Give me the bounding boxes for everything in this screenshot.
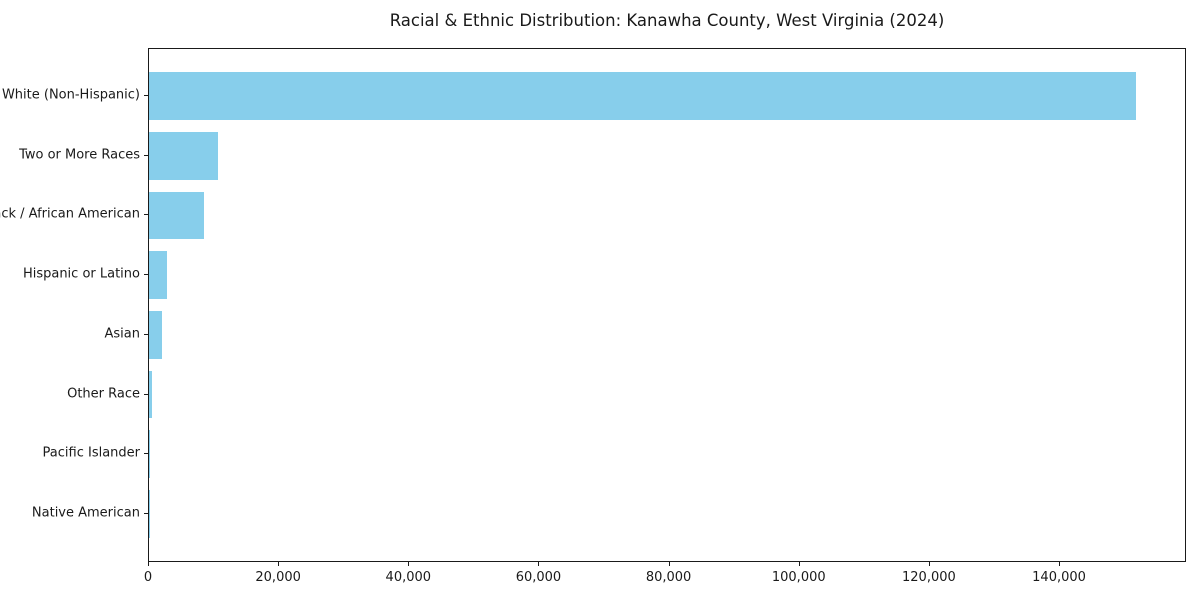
y-tick-label-two-or-more-races: Two or More Races (19, 147, 140, 163)
x-tick-label-140000: 140,000 (1032, 570, 1086, 585)
y-tick-mark-black-african-american (144, 214, 148, 216)
y-tick-label-native-american: Native American (31, 505, 140, 521)
x-tick-mark-20000 (278, 562, 280, 566)
x-tick-mark-80000 (668, 562, 670, 566)
x-tick-label-60000: 60,000 (515, 570, 562, 585)
y-axis: White (Non-Hispanic) Two or More Races Bla… (0, 48, 148, 562)
x-tick-label-40000: 40,000 (385, 570, 432, 585)
x-tick-label-80000: 80,000 (645, 570, 692, 585)
x-tick-mark-40000 (408, 562, 410, 566)
y-tick-mark-hispanic-or-latino (144, 274, 148, 276)
x-tick-mark-120000 (928, 562, 930, 566)
x-axis: 0 20,000 40,000 60,000 80,000 100,000 120,000 1… (144, 562, 1186, 598)
bar-hispanic-or-latino (149, 251, 168, 300)
y-tick-label-other-race: Other Race (67, 386, 140, 401)
y-tick-mark-white-non-hispanic (144, 95, 148, 97)
y-tick-mark-native-american (144, 512, 148, 514)
bar-pacific-islander (149, 430, 150, 479)
y-tick-mark-pacific-islander (144, 453, 148, 455)
y-tick-label-hispanic-or-latino: Hispanic or Latino (22, 266, 140, 282)
chart-title: Racial & Ethnic Distribution: Kanawha Co… (389, 11, 945, 30)
x-tick-label-0: 0 (143, 570, 153, 585)
bar-white-non-hispanic (149, 72, 1137, 120)
bar-two-or-more-races (149, 131, 218, 180)
x-tick-label-20000: 20,000 (255, 570, 301, 585)
bar-other-race (149, 370, 153, 419)
x-tick-mark-0 (148, 562, 149, 566)
y-tick-mark-two-or-more-races (144, 154, 148, 156)
x-tick-mark-60000 (538, 562, 540, 566)
plot-area (148, 48, 1186, 562)
y-tick-label-pacific-islander: Pacific Islander (42, 445, 140, 461)
y-tick-label-white-non-hispanic: White (Non-Hispanic) (1, 87, 140, 103)
bar-black-african-american (149, 191, 204, 240)
x-tick-label-120000: 120,000 (902, 570, 956, 585)
bar-asian (149, 310, 162, 359)
x-tick-label-100000: 100,000 (771, 570, 826, 585)
y-tick-label-asian: Asian (104, 326, 140, 342)
x-tick-mark-100000 (798, 562, 800, 566)
y-tick-mark-asian (144, 333, 148, 335)
y-tick-mark-other-race (144, 393, 148, 395)
y-tick-label-black-african-american: Black / African American (0, 206, 140, 222)
x-tick-mark-140000 (1059, 562, 1061, 566)
